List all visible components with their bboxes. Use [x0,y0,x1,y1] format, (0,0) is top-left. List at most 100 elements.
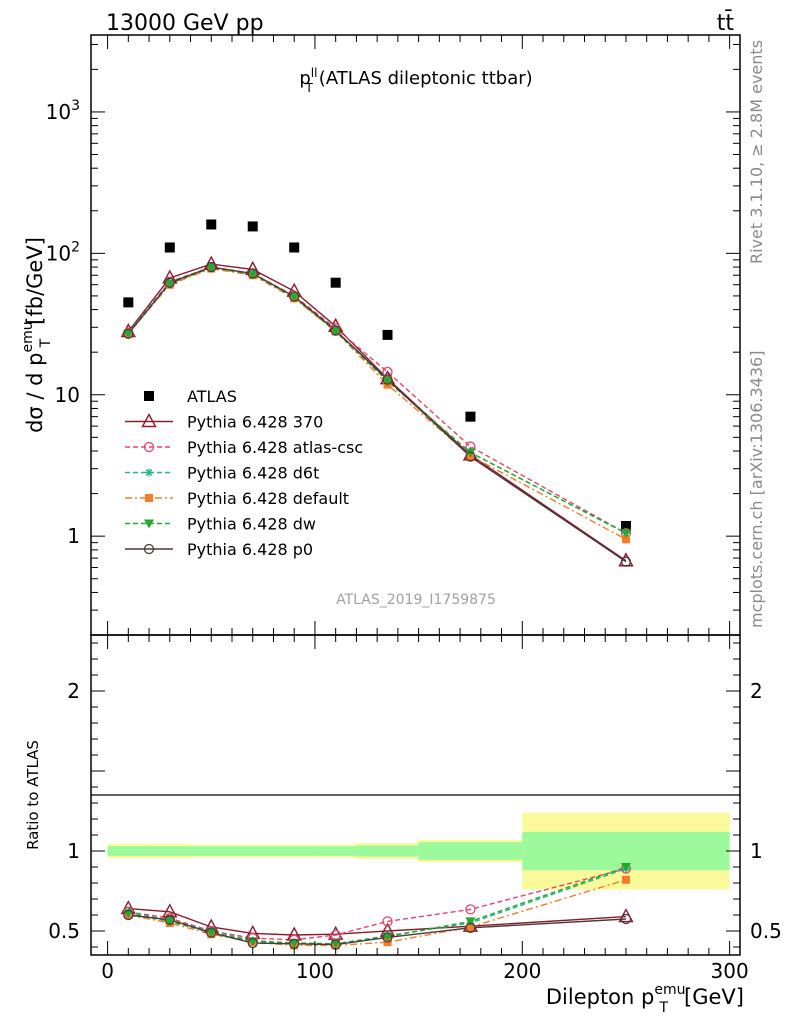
ratio-data-point [206,927,217,938]
ratio-stat-band [273,846,315,856]
main-y-tick-label: 103 [46,98,80,124]
ratio-series-line [128,914,626,946]
ratio-axis-ticks [91,635,740,955]
ratio-stat-band [190,846,232,856]
main-y-tick-label: 1 [67,524,80,548]
main-data-point [247,221,258,232]
ratio-x-tick-label: 0 [101,959,114,983]
ratio-x-tick-label: 300 [711,959,749,983]
ratio-y-axis-label: Ratio to ATLAS [24,740,42,850]
main-data-point [330,327,341,337]
ratio-stat-band [231,846,274,856]
main-series-markers [120,219,634,567]
ratio-data-point [164,914,175,925]
mcplots-label: mcplots.cern.ch [arXiv:1306.3436] [747,351,766,628]
ratio-y-tick-labels: 0.5 0.5 1 1 2 2 [48,679,782,943]
ratio-series-markers [120,863,634,950]
legend-label: Pythia 6.428 dw [187,515,316,534]
ratio-series-line [128,879,627,947]
main-data-point [289,291,300,302]
ratio-data-point [465,904,476,915]
ratio-x-tick-label: 200 [503,959,541,983]
main-data-point [620,556,632,567]
main-y-axis-label: dσ / d pemu T[fb/GeV] [20,237,54,433]
legend-marker [141,413,157,428]
legend-label: Pythia 6.428 d6t [187,464,319,483]
ratio-data-point [620,863,631,872]
rivet-version-label: Rivet 3.1.10, ≥ 2.8M events [747,40,766,264]
ratio-data-point [123,909,134,921]
legend-marker [144,519,154,529]
header-energy-label: 13000 GeV pp [106,11,264,36]
main-data-point [289,293,300,303]
main-data-point [465,451,476,462]
main-data-point [123,329,134,339]
ratio-data-point [382,932,393,942]
ratio-data-point [621,875,630,884]
main-data-point [382,377,393,387]
plot-title: pll T (ATLAS dileptonic ttbar) [299,66,532,95]
main-data-point [330,325,341,336]
ratio-x-tick-labels: 0 100 200 300 [101,959,749,983]
ratio-x-tick-label: 100 [296,959,334,983]
ratio-data-point [382,932,393,943]
ratio-y-tick-label-left: 1 [67,839,80,863]
main-y-tick-label: 102 [46,239,80,265]
main-data-point [206,263,217,273]
ratio-y-tick-label-right: 1 [750,839,763,863]
legend-marker [145,494,153,502]
main-data-point [123,328,134,339]
legend: ATLAS Pythia 6.428 370 Pythia 6.428 atlas-… [125,387,363,559]
main-data-point [206,261,217,273]
ratio-data-point [206,928,217,938]
ratio-stat-band [356,845,419,857]
ratio-stat-band [149,846,191,856]
legend-label: Pythia 6.428 default [187,489,349,508]
legend-label: Pythia 6.428 p0 [187,540,313,559]
legend-marker [144,391,154,401]
main-data-point [620,529,631,539]
main-data-point [465,448,476,458]
legend-label: Pythia 6.428 atlas-csc [187,438,363,457]
ratio-data-point [382,916,393,927]
ratio-data-point [330,939,341,949]
x-axis-label: Dilepton pemu T [GeV] [546,982,744,1016]
legend-label: ATLAS [187,387,237,406]
main-data-point [247,270,258,280]
header-process-label: tt̄ [717,10,735,36]
ratio-data-point [247,937,258,949]
legend-label: Pythia 6.428 370 [187,413,323,432]
main-data-point [382,374,393,385]
main-data-point [164,277,175,288]
ratio-y-tick-label-right: 2 [750,679,763,703]
main-data-point [164,279,175,289]
main-data-point [123,297,134,308]
ratio-y-tick-label-left: 2 [67,679,80,703]
main-data-point [164,242,175,253]
ratio-data-point [289,939,300,948]
legend-marker [145,468,153,477]
main-data-point [382,366,393,378]
main-data-point [289,242,300,253]
ratio-y-tick-label-left: 0.5 [48,919,80,943]
main-y-axis-ticks [91,35,740,636]
ratio-stat-band [107,846,150,856]
main-data-point [465,411,476,422]
main-y-tick-label: 10 [55,383,80,407]
ratio-data-point [465,922,476,933]
main-y-tick-labels: 1 10 102 103 [46,98,80,548]
legend-marker [143,441,155,453]
ratio-panel-frame [90,634,741,956]
main-data-point [620,520,631,531]
ratio-stat-band [314,846,357,856]
ratio-uncertainty-bands [107,812,730,890]
ratio-data-point [164,917,175,927]
ratio-stat-band [418,842,523,860]
main-data-point [206,219,217,230]
legend-marker [143,543,155,555]
ratio-y-tick-label-right: 0.5 [750,919,782,943]
ratio-data-point [465,917,476,927]
main-data-point [382,329,393,340]
